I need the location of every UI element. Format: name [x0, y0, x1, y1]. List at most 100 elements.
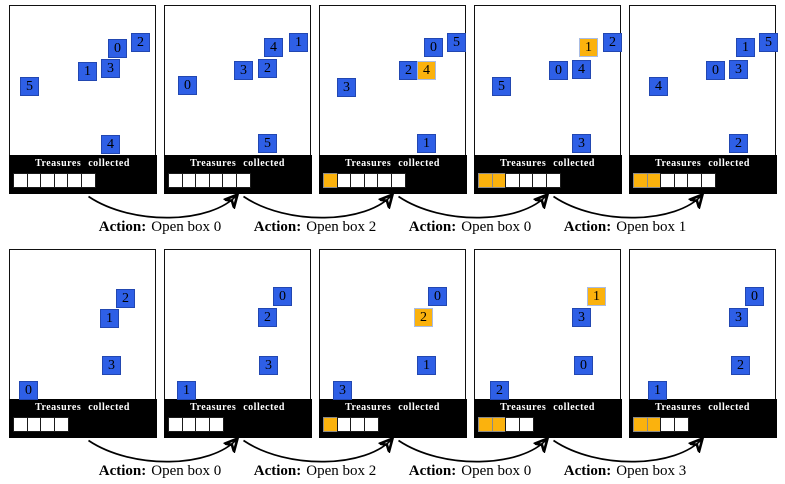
game-state-panel: 0 5 2 4 3 1 Treasures collected [318, 5, 467, 194]
box-1: 1 [587, 287, 606, 306]
action-text: Open box 0 [151, 219, 222, 235]
box-4: 4 [572, 60, 591, 79]
box-5: 5 [759, 33, 778, 52]
treasure-slot [363, 416, 379, 432]
box-1: 1 [78, 62, 97, 81]
action-label: Action: Open box 2 [254, 463, 377, 480]
box-0: 0 [108, 39, 127, 58]
box-3: 3 [729, 308, 748, 327]
treasure-slots [633, 172, 716, 188]
action-label: Action: Open box 0 [409, 463, 532, 480]
treasure-slot [545, 172, 561, 188]
treasure-slot [390, 172, 406, 188]
box-4: 4 [649, 77, 668, 96]
action-text: Open box 3 [616, 463, 687, 479]
box-5: 5 [492, 77, 511, 96]
box-0: 0 [549, 61, 568, 80]
treasures-bar-title: Treasures collected [35, 401, 130, 413]
box-0: 0 [428, 287, 447, 306]
game-state-panel: 1 3 0 2 Treasures collected [473, 249, 622, 438]
treasure-slot [53, 416, 69, 432]
treasure-slots [13, 416, 69, 432]
box-3: 3 [333, 381, 352, 400]
box-0: 0 [178, 76, 197, 95]
box-5: 5 [20, 77, 39, 96]
transition-arrow [398, 439, 548, 463]
treasure-slots [168, 172, 251, 188]
treasures-bar-title: Treasures collected [345, 157, 440, 169]
action-prefix: Action: [563, 463, 612, 479]
treasures-bar: Treasures collected [163, 154, 312, 194]
action-prefix: Action: [408, 219, 457, 235]
game-state-panel: 0 2 1 3 Treasures collected [318, 249, 467, 438]
box-4: 4 [264, 38, 283, 57]
box-2: 2 [729, 134, 748, 153]
action-label: Action: Open box 2 [254, 219, 377, 236]
action-prefix: Action: [98, 219, 147, 235]
treasures-bar: Treasures collected [163, 398, 312, 438]
treasures-bar-title: Treasures collected [655, 157, 750, 169]
treasures-bar-title: Treasures collected [35, 157, 130, 169]
game-state-panel: 0 2 1 3 5 4 Treasures collected [8, 5, 157, 194]
box-2: 2 [490, 381, 509, 400]
action-label: Action: Open box 0 [99, 463, 222, 480]
box-3: 3 [102, 356, 121, 375]
box-3: 3 [259, 356, 278, 375]
treasures-bar: Treasures collected [628, 154, 777, 194]
box-0: 0 [706, 61, 725, 80]
box-2: 2 [603, 33, 622, 52]
box-2: 2 [399, 61, 418, 80]
transition-arrow [243, 195, 393, 219]
treasures-bar: Treasures collected [318, 398, 467, 438]
action-prefix: Action: [253, 463, 302, 479]
action-text: Open box 2 [306, 219, 377, 235]
transition-arrow [243, 439, 393, 463]
box-1: 1 [289, 33, 308, 52]
box-2: 2 [258, 308, 277, 327]
box-0: 0 [273, 287, 292, 306]
treasure-slot [673, 416, 689, 432]
treasure-slots [13, 172, 96, 188]
transition-arrow [553, 439, 703, 463]
game-state-panel: 4 1 3 2 0 5 Treasures collected [163, 5, 312, 194]
action-text: Open box 0 [151, 463, 222, 479]
treasures-bar: Treasures collected [8, 398, 157, 438]
treasure-slots [168, 416, 224, 432]
treasures-bar-title: Treasures collected [500, 401, 595, 413]
transition-arrow [88, 195, 238, 219]
box-3: 3 [572, 134, 591, 153]
action-label: Action: Open box 1 [564, 219, 687, 236]
action-label: Action: Open box 3 [564, 463, 687, 480]
box-3: 3 [572, 308, 591, 327]
box-0: 0 [19, 381, 38, 400]
treasure-slots [478, 416, 534, 432]
treasures-bar: Treasures collected [318, 154, 467, 194]
treasure-slot [235, 172, 251, 188]
action-text: Open box 1 [616, 219, 687, 235]
treasure-slots [323, 172, 406, 188]
treasure-slot [518, 416, 534, 432]
treasure-slot [700, 172, 716, 188]
box-2: 2 [731, 356, 750, 375]
box-4: 4 [101, 135, 120, 154]
box-1: 1 [177, 381, 196, 400]
box-2: 2 [131, 33, 150, 52]
treasures-bar-title: Treasures collected [345, 401, 440, 413]
treasure-slots [323, 416, 379, 432]
treasures-bar: Treasures collected [628, 398, 777, 438]
game-state-panel: 1 2 0 4 5 3 Treasures collected [473, 5, 622, 194]
game-state-panel: 0 3 2 1 Treasures collected [628, 249, 777, 438]
game-state-panel: 2 1 3 0 Treasures collected [8, 249, 157, 438]
box-2: 2 [414, 308, 433, 327]
treasures-bar-title: Treasures collected [190, 401, 285, 413]
game-state-panel: 0 2 3 1 Treasures collected [163, 249, 312, 438]
box-1: 1 [736, 38, 755, 57]
action-prefix: Action: [98, 463, 147, 479]
treasures-bar-title: Treasures collected [655, 401, 750, 413]
box-1: 1 [417, 356, 436, 375]
box-1: 1 [100, 309, 119, 328]
box-2: 2 [258, 59, 277, 78]
action-prefix: Action: [563, 219, 612, 235]
box-2: 2 [116, 289, 135, 308]
